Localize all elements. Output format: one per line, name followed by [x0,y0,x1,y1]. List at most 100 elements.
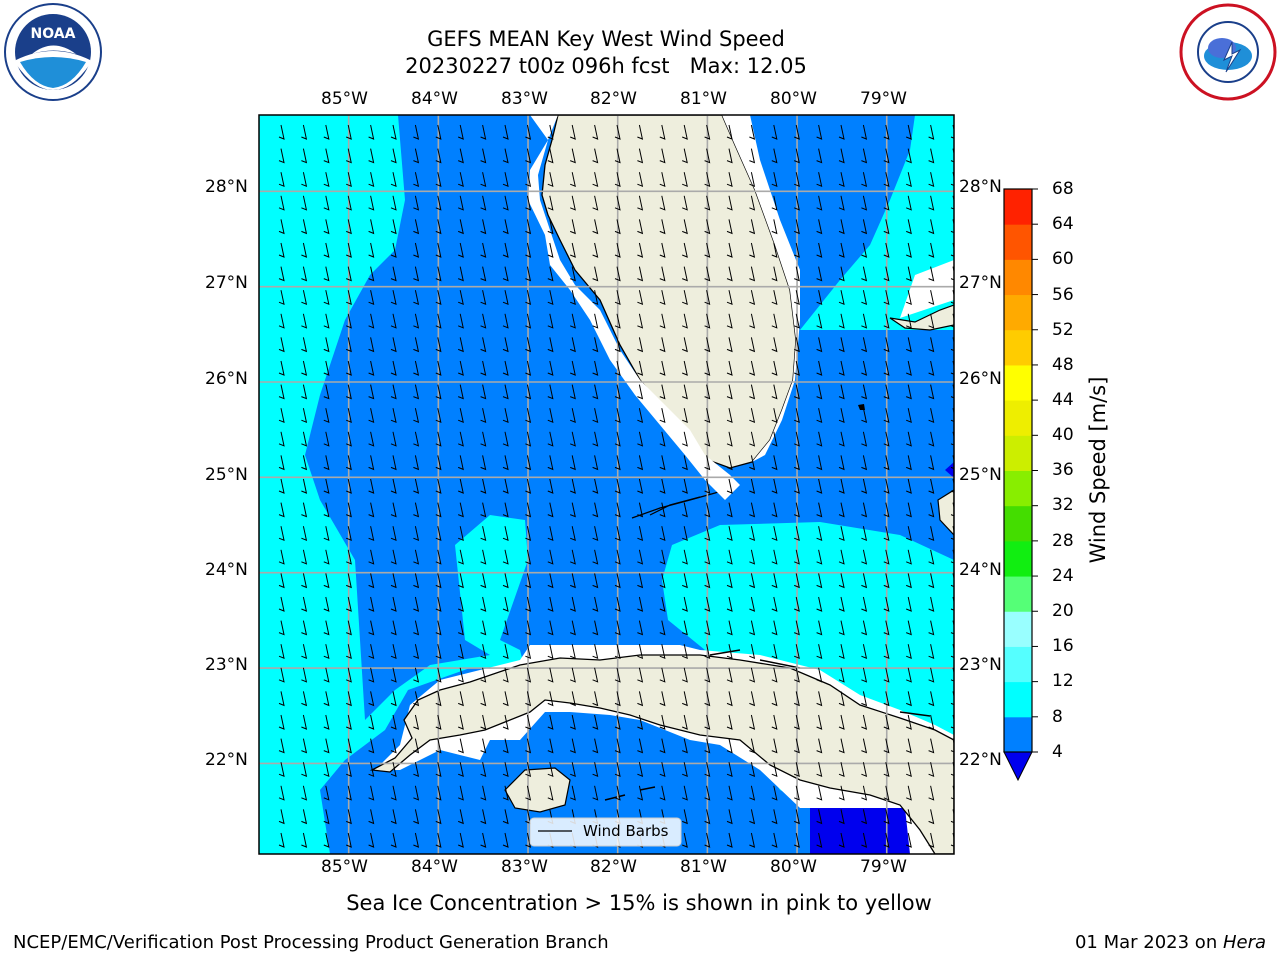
wind-barb [592,502,599,518]
wind-barb [592,762,599,778]
wind-barb [749,172,756,188]
wind-barb [301,313,308,329]
wind-barb [301,809,308,825]
wind-barb [771,620,778,636]
wind-barb [883,172,890,188]
wind-barb [861,644,868,660]
wind-barb [637,431,644,447]
wind-barb [413,172,420,188]
wind-barb [883,785,890,801]
wind-barb [525,219,532,235]
wind-barb [458,526,464,542]
wind-barb [816,219,823,235]
wind-barb [883,832,890,848]
lon-label-bottom: 84°W [411,857,458,877]
wind-barb [838,809,845,825]
wind-barb [480,313,487,329]
wind-barb [637,290,644,306]
wind-barb [346,242,352,258]
wind-barb [435,573,442,589]
wind-barb [368,219,375,235]
wind-barb [749,219,756,235]
wind-barb [816,526,823,542]
wind-barb [301,573,308,589]
wind-barb [928,313,935,329]
wind-barb [368,195,375,211]
footer-date-text: 01 Mar 2023 on [1074,932,1223,953]
chart-subtitle: 20230227 t00z 096h fcst Max: 12.05 [405,54,807,78]
wind-barb [525,337,532,353]
wind-barb [726,478,733,494]
wind-barb [323,455,330,471]
wind-barb [726,172,733,188]
wind-barb [570,502,576,518]
wind-barb [480,478,487,494]
wind-barb [749,290,756,306]
wind-barb [278,714,285,730]
wind-barb [547,337,554,353]
wind-barb [682,337,688,353]
wind-barb [614,290,621,306]
wind-barb [928,502,935,518]
wind-barb [682,596,688,612]
wind-barb [614,266,621,282]
wind-barb [502,667,509,683]
wind-barb [547,691,554,707]
wind-barb [816,124,823,140]
wind-barb [838,691,845,707]
wind-barb [278,596,285,612]
wind-barb [592,620,599,636]
wind-barb [838,738,845,754]
wind-barb [346,148,352,164]
wind-barb [435,455,442,471]
wind-barb [928,762,935,778]
wind-barb [950,785,954,800]
wind-barb [794,620,800,636]
wind-barb [592,644,599,660]
wind-barb [323,360,330,376]
wind-barb [458,502,464,518]
wind-barb [413,337,420,353]
wind-barb [525,360,532,376]
wind-barb [614,785,621,801]
wind-barb [659,762,666,778]
wind-barb [502,337,509,353]
wind-barb [950,455,954,470]
wind-barb [346,172,352,188]
wind-barb [301,832,308,848]
wind-barb [435,644,442,660]
wind-barb [928,714,935,730]
wind-barb [592,738,599,754]
wind-barb [771,360,778,376]
lat-label-right: 27°N [959,273,1002,293]
wind-barb [525,832,532,848]
wind-barb [480,762,487,778]
wind-barb [726,526,733,542]
wind-barb [502,714,509,730]
wind-barb [525,266,532,282]
wind-barb [368,573,375,589]
wind-barb [323,384,330,400]
wind-barb [301,691,308,707]
wind-barb [682,644,688,660]
wind-barb [435,502,442,518]
wind-barb [435,242,442,258]
wind-barb [435,596,442,612]
wind-barb [816,455,823,471]
wind-barb [323,644,330,660]
wind-barb [704,832,711,848]
wind-barb [704,809,711,825]
wind-barb [749,714,756,730]
wind-barb [390,644,397,660]
lon-label-top: 84°W [411,89,458,109]
wind-barb [323,832,330,848]
wind-barb [816,337,823,353]
wind-barb [749,337,756,353]
wind-barb [614,124,621,140]
wind-barb [592,360,599,376]
wind-barb [502,455,509,471]
wind-barb [502,832,509,848]
wind-barb [838,832,845,848]
wind-barb [726,148,733,164]
wind-barb [883,148,890,164]
